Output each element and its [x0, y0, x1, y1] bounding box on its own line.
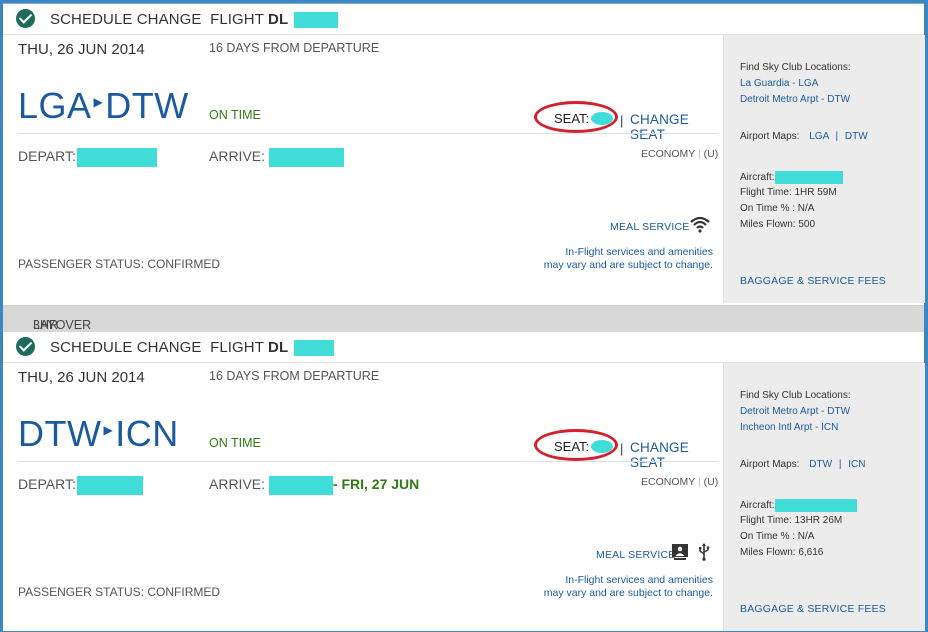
usb-icon	[698, 543, 710, 566]
arrive-info: ARRIVE: - FRI, 27 JUN	[209, 476, 419, 495]
schedule-change-title: SCHEDULE CHANGE FLIGHT DL	[50, 339, 334, 357]
divider	[18, 461, 718, 462]
airline-code: DL	[268, 339, 289, 356]
destination-code: ICN	[115, 413, 179, 454]
redacted-depart-time	[76, 148, 157, 167]
flight-sidebar: Find Sky Club Locations: La Guardia - LG…	[723, 35, 925, 303]
route: DTW ▶ICN	[18, 413, 179, 455]
seat-assignment: SEAT:	[534, 101, 622, 137]
baggage-fees-link[interactable]: BAGGAGE & SERVICE FEES	[740, 603, 887, 615]
sky-club-link[interactable]: Detroit Metro Arpt - DTW	[740, 94, 851, 105]
layover-text: LAYOVER IN DETROIT, MI 3HR	[33, 318, 92, 374]
airport-map-link[interactable]: DTW	[809, 459, 833, 470]
origin-code: DTW	[18, 413, 102, 454]
airport-maps: Airport Maps: LGA | DTW	[740, 131, 868, 142]
meal-service-link[interactable]: MEAL SERVICE	[596, 549, 676, 561]
flight-sidebar: Find Sky Club Locations: Detroit Metro A…	[723, 363, 925, 631]
on-time-percent: On Time % : N/A	[740, 531, 815, 542]
flight-details: THU, 26 JUN 2014 16 DAYS FROM DEPARTURE …	[3, 35, 723, 303]
seat-label: SEAT:	[554, 439, 590, 454]
redacted-aircraft	[775, 171, 844, 184]
aircraft-info: Aircraft:	[740, 499, 858, 512]
check-circle-icon	[16, 337, 35, 356]
airport-map-link[interactable]: ICN	[848, 459, 866, 470]
segment-header: SCHEDULE CHANGE FLIGHT DL	[3, 332, 924, 363]
flight-status: ON TIME	[209, 436, 261, 450]
baggage-fees-link[interactable]: BAGGAGE & SERVICE FEES	[740, 275, 887, 287]
layover-bar: LAYOVER IN DETROIT, MI 3HR	[3, 305, 924, 374]
redacted-depart-time	[76, 476, 143, 495]
destination-code: DTW	[105, 85, 189, 126]
arrive-label: ARRIVE:	[209, 476, 266, 493]
inflight-disclaimer: In-Flight services and amenities may var…	[543, 574, 713, 599]
arrive-label: ARRIVE:	[209, 148, 266, 165]
check-circle-icon	[16, 9, 35, 28]
arrow-right-icon: ▶	[103, 423, 114, 438]
origin-code: LGA	[18, 85, 92, 126]
aircraft-info: Aircraft:	[740, 171, 844, 184]
sky-club-link[interactable]: La Guardia - LGA	[740, 78, 819, 89]
schedule-change-title: SCHEDULE CHANGE FLIGHT DL	[50, 11, 338, 29]
change-seat-link[interactable]: CHANGE SEAT	[630, 440, 689, 470]
wifi-icon	[689, 215, 711, 238]
sky-club-title: Find Sky Club Locations:	[740, 390, 851, 401]
annotation-circle	[534, 429, 618, 461]
flight-details: THU, 26 JUN 2014 16 DAYS FROM DEPARTURE …	[3, 363, 723, 631]
sky-club-link[interactable]: Incheon Intl Arpt - ICN	[740, 422, 839, 433]
segment-header: SCHEDULE CHANGE FLIGHT DL	[3, 4, 924, 35]
redacted-arrive-time	[268, 476, 333, 495]
flight-card: THU, 26 JUN 2014 16 DAYS FROM DEPARTURE …	[3, 363, 925, 631]
cabin-class: ECONOMY | (U)	[641, 476, 719, 488]
flight-status: ON TIME	[209, 108, 261, 122]
seat-label: SEAT:	[554, 111, 590, 126]
divider: |	[620, 441, 624, 456]
flight-date: THU, 26 JUN 2014	[18, 41, 145, 58]
itinerary-panel: SCHEDULE CHANGE FLIGHT DL THU, 26 JUN 20…	[3, 3, 925, 631]
redacted-arrive-time	[268, 148, 344, 167]
redacted-seat	[591, 440, 613, 453]
flight-date: THU, 26 JUN 2014	[18, 369, 145, 386]
flight-card: THU, 26 JUN 2014 16 DAYS FROM DEPARTURE …	[3, 35, 925, 303]
depart-info: DEPART:	[18, 148, 157, 167]
on-time-percent: On Time % : N/A	[740, 203, 815, 214]
seat-assignment: SEAT:	[534, 429, 622, 465]
annotation-circle	[534, 101, 618, 133]
personal-video-icon	[671, 543, 689, 566]
passenger-status: PASSENGER STATUS: CONFIRMED	[18, 257, 221, 271]
airport-map-link[interactable]: DTW	[844, 131, 868, 142]
miles-flown: Miles Flown: 500	[740, 219, 816, 230]
redacted-seat	[591, 112, 613, 125]
airport-maps: Airport Maps: DTW | ICN	[740, 459, 866, 470]
change-seat-link[interactable]: CHANGE SEAT	[630, 112, 689, 142]
days-from-departure: 16 DAYS FROM DEPARTURE	[209, 369, 380, 383]
arrive-info: ARRIVE:	[209, 148, 344, 167]
depart-info: DEPART:	[18, 476, 143, 495]
arrow-right-icon: ▶	[93, 95, 104, 110]
meal-service-link[interactable]: MEAL SERVICE	[610, 221, 690, 233]
days-from-departure: 16 DAYS FROM DEPARTURE	[209, 41, 380, 55]
redacted-aircraft	[775, 499, 858, 512]
inflight-disclaimer: In-Flight services and amenities may var…	[543, 246, 713, 271]
redacted-flight-number	[293, 12, 338, 29]
flight-time: Flight Time: 1HR 59M	[740, 187, 837, 198]
passenger-status: PASSENGER STATUS: CONFIRMED	[18, 585, 221, 599]
divider: |	[620, 113, 624, 128]
redacted-flight-number	[293, 340, 334, 357]
depart-label: DEPART:	[18, 148, 76, 165]
sky-club-link[interactable]: Detroit Metro Arpt - DTW	[740, 406, 851, 417]
airport-map-link[interactable]: LGA	[809, 131, 829, 142]
miles-flown: Miles Flown: 6,616	[740, 547, 824, 558]
route: LGA ▶DTW	[18, 85, 189, 127]
sky-club-title: Find Sky Club Locations:	[740, 62, 851, 73]
cabin-class: ECONOMY | (U)	[641, 148, 719, 160]
airline-code: DL	[268, 11, 289, 28]
divider	[18, 133, 718, 134]
arrive-date: - FRI, 27 JUN	[332, 476, 420, 493]
flight-time: Flight Time: 13HR 26M	[740, 515, 843, 526]
depart-label: DEPART:	[18, 476, 76, 493]
